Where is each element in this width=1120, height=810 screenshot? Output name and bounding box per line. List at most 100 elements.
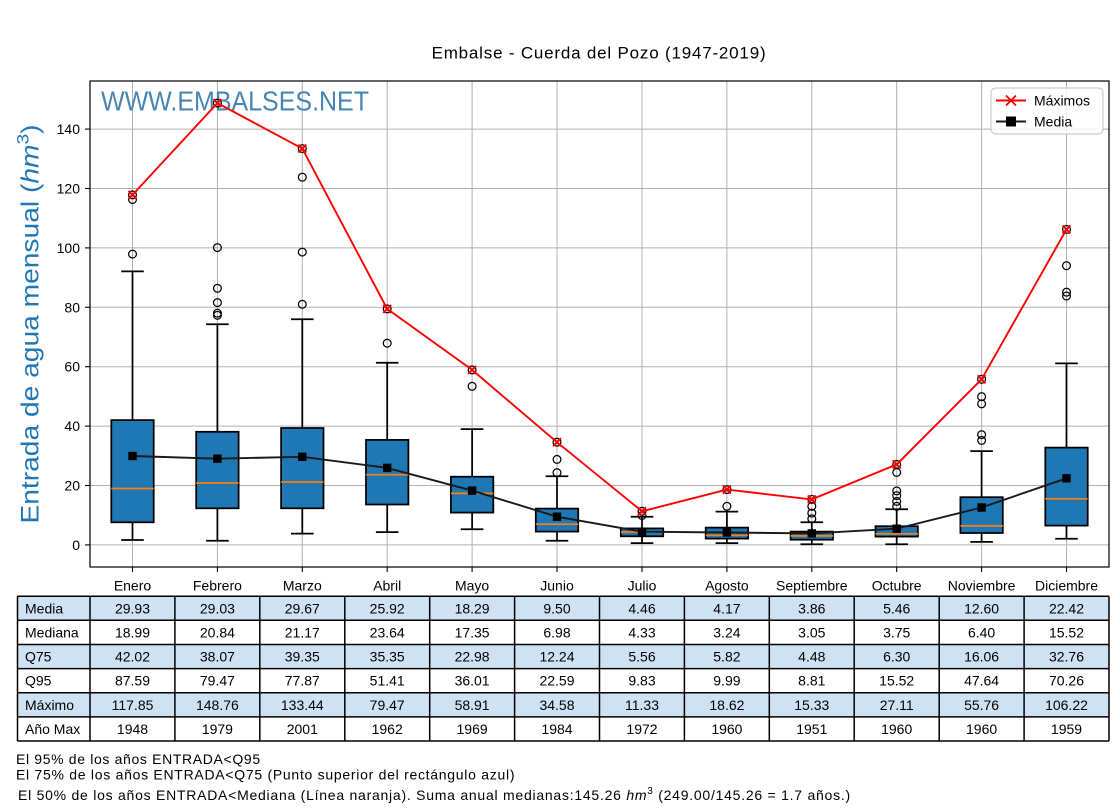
svg-text:18.62: 18.62 [709, 697, 744, 713]
svg-text:29.67: 29.67 [285, 600, 320, 616]
svg-text:21.17: 21.17 [285, 624, 320, 640]
svg-text:Diciembre: Diciembre [1035, 578, 1098, 594]
svg-text:25.92: 25.92 [370, 600, 405, 616]
svg-text:117.85: 117.85 [112, 697, 154, 713]
svg-text:20.84: 20.84 [200, 624, 235, 640]
svg-text:29.03: 29.03 [200, 600, 235, 616]
svg-text:120: 120 [57, 181, 81, 197]
svg-text:60: 60 [64, 359, 80, 375]
svg-text:106.22: 106.22 [1045, 697, 1088, 713]
svg-text:Noviembre: Noviembre [948, 578, 1016, 594]
svg-text:WWW.EMBALSES.NET: WWW.EMBALSES.NET [101, 86, 369, 117]
svg-text:El 95% de los años ENTRADA<Q95: El 95% de los años ENTRADA<Q95 [16, 751, 261, 767]
svg-text:5.82: 5.82 [713, 649, 740, 665]
svg-text:Q75: Q75 [25, 649, 52, 665]
svg-text:58.91: 58.91 [455, 697, 490, 713]
svg-text:35.35: 35.35 [370, 649, 405, 665]
svg-text:5.56: 5.56 [628, 649, 655, 665]
svg-text:79.47: 79.47 [200, 673, 235, 689]
svg-text:12.60: 12.60 [964, 600, 999, 616]
svg-text:1948: 1948 [117, 721, 148, 737]
svg-text:55.76: 55.76 [964, 697, 999, 713]
svg-text:3.24: 3.24 [713, 624, 740, 640]
svg-text:Octubre: Octubre [872, 578, 922, 594]
svg-text:Mayo: Mayo [455, 578, 489, 594]
svg-text:77.87: 77.87 [285, 673, 320, 689]
svg-text:15.33: 15.33 [794, 697, 829, 713]
svg-text:38.07: 38.07 [200, 649, 235, 665]
svg-text:1984: 1984 [541, 721, 572, 737]
svg-text:4.48: 4.48 [798, 649, 825, 665]
svg-text:40: 40 [64, 418, 80, 434]
svg-text:Agosto: Agosto [705, 578, 749, 594]
svg-text:18.29: 18.29 [455, 600, 490, 616]
svg-text:9.99: 9.99 [713, 673, 740, 689]
svg-text:8.81: 8.81 [798, 673, 825, 689]
svg-text:Máximo: Máximo [25, 697, 74, 713]
svg-text:Media: Media [25, 600, 63, 616]
svg-text:Marzo: Marzo [283, 578, 322, 594]
svg-text:Junio: Junio [540, 578, 574, 594]
svg-text:34.58: 34.58 [539, 697, 574, 713]
svg-text:70.26: 70.26 [1049, 673, 1084, 689]
svg-text:18.99: 18.99 [115, 624, 150, 640]
svg-text:Septiembre: Septiembre [776, 578, 848, 594]
svg-text:Máximos: Máximos [1034, 93, 1090, 109]
svg-text:1960: 1960 [881, 721, 912, 737]
svg-text:100: 100 [57, 240, 81, 256]
svg-text:4.17: 4.17 [713, 600, 740, 616]
svg-text:47.64: 47.64 [964, 673, 999, 689]
svg-text:3.05: 3.05 [798, 624, 825, 640]
svg-text:6.30: 6.30 [883, 649, 910, 665]
svg-text:9.50: 9.50 [543, 600, 570, 616]
svg-text:El 50% de los años ENTRADA<Med: El 50% de los años ENTRADA<Mediana (Líne… [18, 786, 851, 803]
svg-text:42.02: 42.02 [115, 649, 150, 665]
svg-text:El 75% de los años ENTRADA<Q75: El 75% de los años ENTRADA<Q75 (Punto su… [16, 767, 515, 783]
svg-text:15.52: 15.52 [879, 673, 914, 689]
svg-text:20: 20 [64, 478, 80, 494]
svg-text:1951: 1951 [796, 721, 827, 737]
svg-text:29.93: 29.93 [115, 600, 150, 616]
svg-text:79.47: 79.47 [370, 697, 405, 713]
svg-text:6.40: 6.40 [968, 624, 995, 640]
svg-text:Abril: Abril [373, 578, 401, 594]
svg-text:4.46: 4.46 [628, 600, 655, 616]
svg-text:22.98: 22.98 [455, 649, 490, 665]
svg-text:Media: Media [1034, 114, 1072, 130]
svg-text:Q95: Q95 [25, 673, 52, 689]
svg-text:9.83: 9.83 [628, 673, 655, 689]
svg-text:4.33: 4.33 [628, 624, 655, 640]
svg-text:32.76: 32.76 [1049, 649, 1084, 665]
svg-text:3.86: 3.86 [798, 600, 825, 616]
svg-text:22.42: 22.42 [1049, 600, 1084, 616]
svg-text:2001: 2001 [287, 721, 318, 737]
svg-text:0: 0 [72, 537, 80, 553]
svg-text:Enero: Enero [114, 578, 152, 594]
svg-text:36.01: 36.01 [455, 673, 490, 689]
svg-text:148.76: 148.76 [196, 697, 239, 713]
svg-text:1959: 1959 [1051, 721, 1082, 737]
svg-text:22.59: 22.59 [539, 673, 574, 689]
svg-text:1979: 1979 [202, 721, 233, 737]
svg-text:27.11: 27.11 [880, 697, 914, 713]
svg-text:Febrero: Febrero [193, 578, 242, 594]
svg-text:87.59: 87.59 [115, 673, 150, 689]
svg-text:16.06: 16.06 [964, 649, 999, 665]
svg-text:80: 80 [64, 299, 80, 315]
svg-text:3.75: 3.75 [883, 624, 910, 640]
svg-text:140: 140 [57, 121, 81, 137]
svg-text:1962: 1962 [372, 721, 403, 737]
svg-text:39.35: 39.35 [285, 649, 320, 665]
svg-text:1960: 1960 [966, 721, 997, 737]
svg-text:17.35: 17.35 [455, 624, 490, 640]
svg-text:5.46: 5.46 [883, 600, 910, 616]
svg-text:6.98: 6.98 [543, 624, 570, 640]
svg-text:23.64: 23.64 [370, 624, 405, 640]
svg-text:Embalse - Cuerda del Pozo (194: Embalse - Cuerda del Pozo (1947-2019) [432, 44, 767, 63]
svg-text:133.44: 133.44 [281, 697, 324, 713]
svg-text:15.52: 15.52 [1049, 624, 1084, 640]
svg-text:Mediana: Mediana [25, 624, 79, 640]
svg-text:11.33: 11.33 [625, 697, 659, 713]
svg-text:1972: 1972 [626, 721, 657, 737]
svg-text:12.24: 12.24 [539, 649, 574, 665]
